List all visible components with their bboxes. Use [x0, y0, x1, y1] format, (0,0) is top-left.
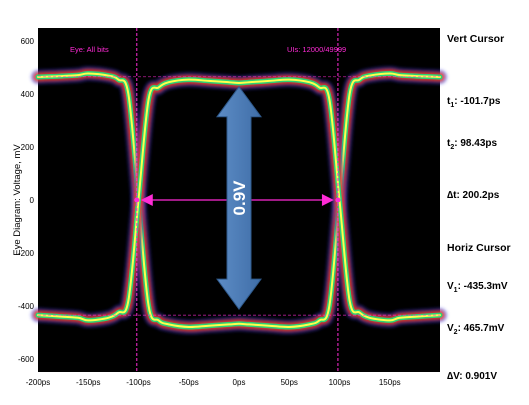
x-tick-label: -50ps — [179, 378, 199, 387]
y-tick-label: 0 — [30, 196, 35, 205]
v2-readout: V2: 465.7mV — [447, 323, 505, 336]
eye-traces — [31, 66, 447, 335]
x-tick-label: -150ps — [76, 378, 100, 387]
eye-label: Eye: All bits — [70, 45, 109, 54]
y-tick-label: -400 — [18, 302, 35, 311]
y-tick-label: -200 — [18, 249, 35, 258]
x-tick-label: 150ps — [379, 378, 401, 387]
x-tick-label: 0ps — [233, 378, 246, 387]
eye-height-arrow — [216, 85, 262, 311]
crossing-point-left — [134, 197, 140, 203]
y-tick-label: 200 — [21, 143, 35, 152]
vert-cursor-title: Vert Cursor — [447, 33, 504, 45]
v1-readout: V1: -435.3mV — [447, 281, 508, 294]
t1-readout: t1: -101.7ps — [447, 96, 501, 109]
x-tick-label: -200ps — [26, 378, 50, 387]
eye-height-label: 0.9V — [230, 180, 249, 216]
horiz-cursor-title: Horiz Cursor — [447, 242, 511, 254]
uis-label: UIs: 12000/49999 — [287, 45, 346, 54]
x-tick-label: 100ps — [329, 378, 351, 387]
y-tick-label: -600 — [18, 355, 35, 364]
y-tick-label: 600 — [21, 37, 35, 46]
x-tick-label: -100ps — [126, 378, 150, 387]
delta-t-readout: ∆t: 200.2ps — [447, 190, 500, 201]
x-tick-label: 50ps — [281, 378, 298, 387]
y-axis-ticks: 600 400 200 0 -200 -400 -600 — [18, 37, 35, 364]
y-tick-label: 400 — [21, 90, 35, 99]
delta-v-readout: ∆V: 0.901V — [447, 371, 497, 382]
width-arrow-head-right — [321, 194, 334, 206]
crossing-point-right — [335, 197, 341, 203]
width-arrow-head-left — [140, 194, 153, 206]
trace-series-1-layer-4 — [37, 72, 441, 329]
x-axis-ticks: -200ps -150ps -100ps -50ps 0ps 50ps 100ps 150ps — [26, 378, 401, 387]
trace-series-2-layer-4 — [37, 78, 441, 322]
t2-readout: t2: 98.43ps — [447, 138, 497, 151]
y-axis-label: Eye Diagram: Voltage, mV — [12, 144, 23, 256]
